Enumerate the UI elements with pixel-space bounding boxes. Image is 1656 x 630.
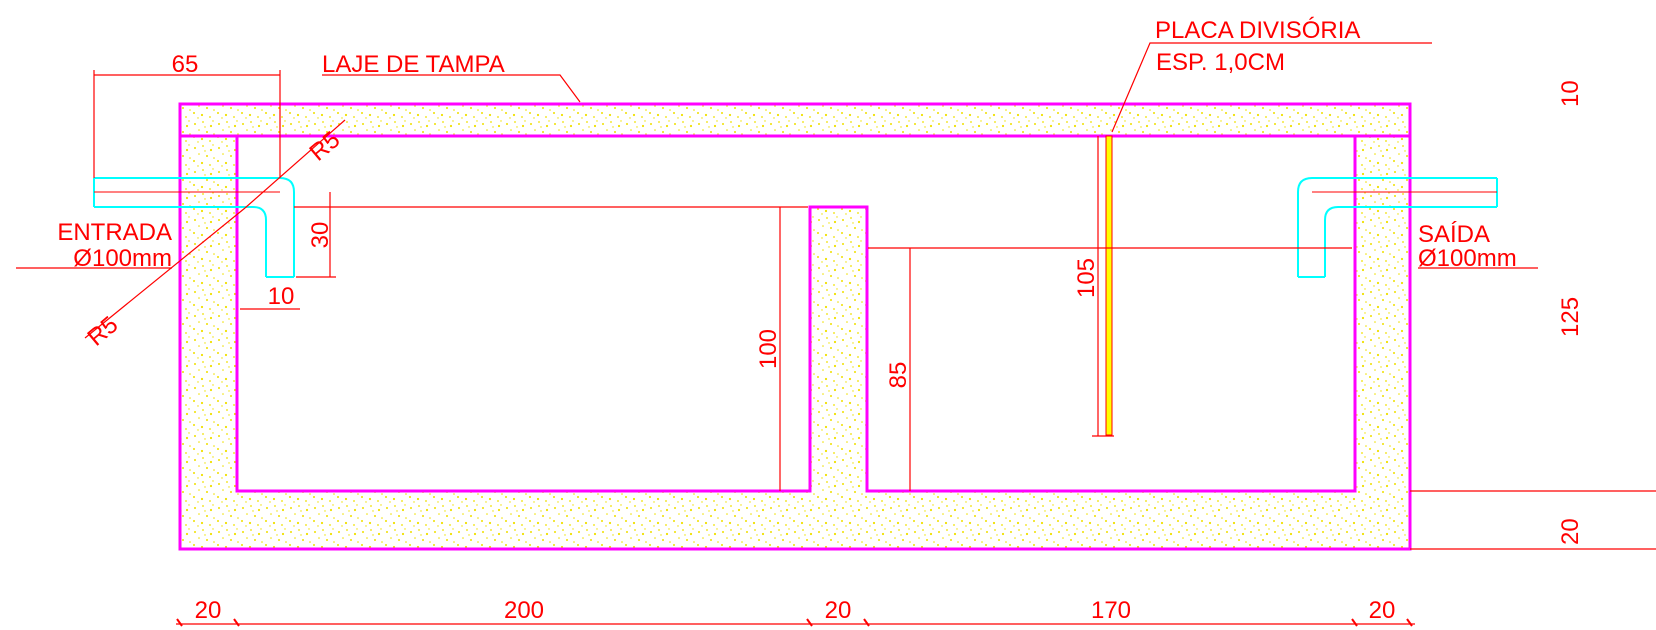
dimension-lines (16, 42, 1656, 625)
dim-bottom-chamber2: 170 (1091, 597, 1131, 624)
divider-plate-thickness-label: ESP. 1,0CM (1156, 49, 1285, 76)
dim-inlet-pipe-width: 10 (268, 283, 295, 310)
dim-bottom-wall-left: 20 (195, 597, 222, 624)
dim-inlet-radius-bottom: R5 (83, 311, 124, 351)
inlet-diameter-label: Ø100mm (73, 245, 172, 272)
dim-inlet-pipe-length: 65 (172, 51, 199, 78)
dim-inlet-drop: 30 (307, 222, 334, 249)
dim-right-top: 10 (1557, 80, 1584, 107)
dim-bottom-wall-mid: 20 (825, 597, 852, 624)
outlet-diameter-label: Ø100mm (1418, 245, 1517, 272)
dim-chamber2-height: 85 (885, 362, 912, 389)
lid-label: LAJE DE TAMPA (322, 51, 505, 78)
outlet-pipe (1297, 177, 1498, 278)
dim-chamber1-height: 100 (755, 329, 782, 369)
dim-divider-height: 105 (1073, 258, 1100, 298)
bottom-dimension-ticks (176, 618, 1413, 627)
outlet-label: SAÍDA (1418, 221, 1490, 248)
inlet-label: ENTRADA (57, 219, 172, 246)
divider-plate (1105, 135, 1113, 436)
concrete-walls (178, 102, 1412, 551)
dim-bottom-wall-right: 20 (1369, 597, 1396, 624)
dim-right-bottom: 20 (1557, 518, 1584, 545)
dim-right-mid: 125 (1557, 297, 1584, 337)
divider-plate-label: PLACA DIVISÓRIA (1155, 17, 1360, 44)
dim-bottom-chamber1: 200 (504, 597, 544, 624)
